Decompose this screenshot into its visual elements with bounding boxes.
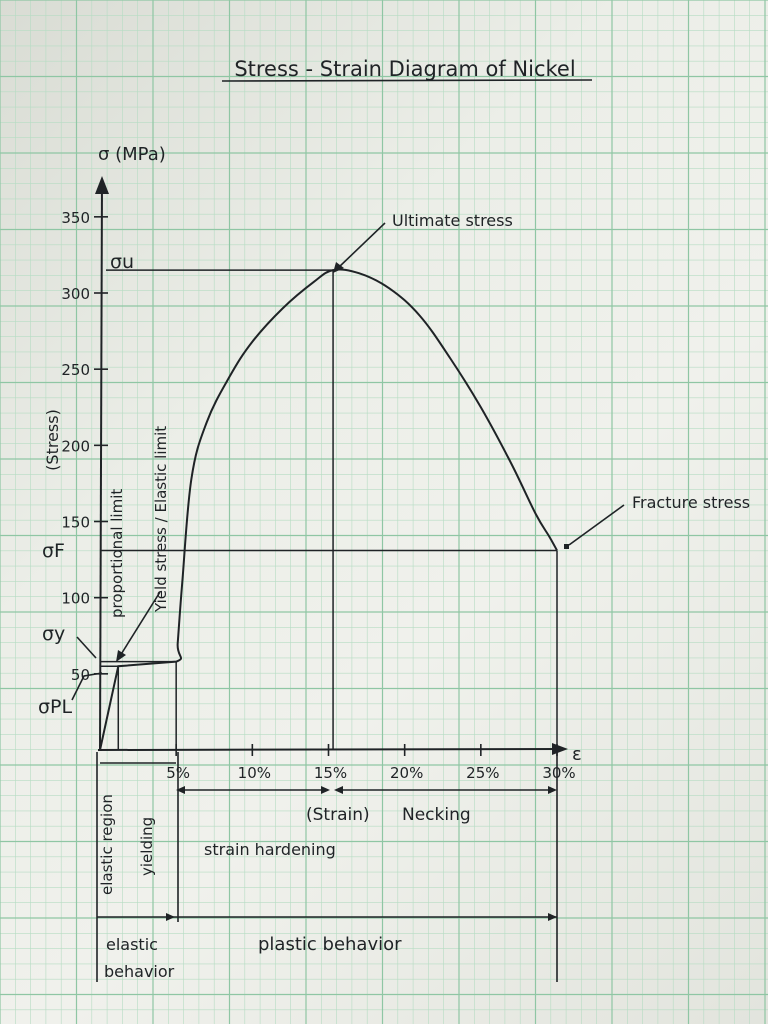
fracture-stress-pointer [568,504,625,546]
y-tick-label: 350 [61,209,90,227]
reference-levels [100,269,558,750]
plastic-behavior-label: plastic behavior [258,934,402,955]
necking-label: Necking [402,805,471,825]
y-tick-label: 150 [61,514,90,532]
sigma-y-label: σy [42,623,65,645]
title-underline [221,79,593,82]
y-axis-arrow-icon [95,176,109,194]
necking-right-arrow-icon [548,786,557,794]
x-tick-label: 10% [238,764,271,782]
y-axis-side-label: (Stress) [43,409,62,471]
strain-label: (Strain) [306,805,370,825]
x-tick-label: 30% [542,764,575,782]
proportional-limit-label: proportional limit [108,489,126,618]
elastic-behavior-label-line1: elastic [106,935,158,954]
fracture-stress-label: Fracture stress [632,493,750,512]
sigma-u-label: σu [110,251,134,273]
y-axis-label: σ (MPa) [98,144,166,165]
yield-pointer [119,591,161,657]
y-tick-label: 200 [61,437,90,455]
x-tick-label: 15% [314,764,347,782]
strain-hardening-left-arrow-icon [176,786,185,794]
x-axis-label: ε [572,744,582,765]
yield-stress-label: Yield stress / Elastic limit [152,426,170,613]
y-tick-label: 300 [61,285,90,303]
y-ticks: 50 100 150 200 250 300 350 [61,209,108,684]
elastic-behavior-label-line2: behavior [104,962,175,981]
necking-left-arrow-icon [334,786,343,794]
chart-title: Stress - Strain Diagram of Nickel [234,57,575,81]
y-axis-line [99,179,103,751]
fracture-point-marker [564,544,569,549]
x-axis-arrow-icon [552,743,568,755]
sigma-f-label: σF [42,540,65,562]
elastic-behavior-arrow-icon [166,913,175,921]
sigma-pl-label: σPL [38,696,72,718]
yield-pointer-arrow-icon [116,650,126,662]
ultimate-stress-pointer [337,222,386,269]
x-ticks: 5% 10% 15% 20% 25% 30% [166,744,576,782]
strain-hardening-right-arrow-icon [321,786,330,794]
ultimate-pointer-arrow-icon [333,262,344,273]
strain-hardening-label: strain hardening [204,840,336,859]
elastic-region-label: elastic region [98,794,116,895]
y-tick-label: 250 [61,361,90,379]
x-tick-label: 25% [466,764,499,782]
x-tick-label: 20% [390,764,423,782]
sigma-y-pointer [76,636,97,659]
ultimate-stress-label: Ultimate stress [392,211,513,230]
sigma-pl-pointer [71,672,103,701]
stress-strain-curve [99,268,558,751]
yielding-label: yielding [138,817,156,876]
x-axis-line [97,748,566,751]
plastic-behavior-arrow-icon [548,913,557,921]
y-tick-label: 100 [61,590,90,608]
y-tick-label: 50 [71,666,90,684]
